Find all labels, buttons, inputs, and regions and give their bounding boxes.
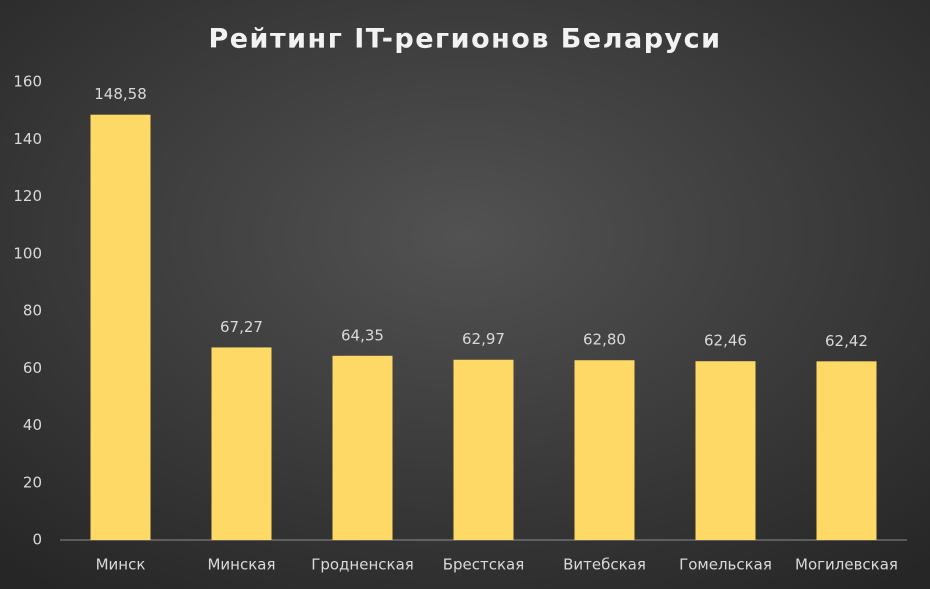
value-label: 64,35 bbox=[341, 326, 384, 344]
value-label: 67,27 bbox=[220, 318, 263, 336]
y-tick-label: 60 bbox=[23, 359, 42, 377]
value-label: 148,58 bbox=[94, 85, 147, 103]
bar bbox=[453, 359, 514, 540]
x-tick-label: Гродненская bbox=[311, 556, 414, 574]
y-tick-label: 80 bbox=[23, 302, 42, 320]
y-tick-label: 100 bbox=[13, 244, 42, 262]
x-tick-label: Минская bbox=[207, 556, 275, 574]
x-tick-label: Брестская bbox=[443, 556, 525, 574]
x-tick-label: Витебская bbox=[563, 556, 646, 574]
bar bbox=[816, 361, 877, 540]
bar bbox=[90, 114, 151, 540]
chart-title: Рейтинг IT-регионов Беларуси bbox=[208, 24, 721, 55]
value-label: 62,46 bbox=[704, 332, 747, 350]
y-tick-label: 40 bbox=[23, 416, 42, 434]
x-tick-label: Гомельская bbox=[679, 556, 772, 574]
y-tick-label: 140 bbox=[13, 130, 42, 148]
bar bbox=[695, 361, 756, 540]
x-tick-label: Минск bbox=[96, 556, 146, 574]
value-label: 62,97 bbox=[462, 330, 505, 348]
y-tick-label: 160 bbox=[13, 73, 42, 91]
value-label: 62,80 bbox=[583, 331, 626, 349]
bar bbox=[211, 347, 272, 540]
x-tick-label: Могилевская bbox=[795, 556, 898, 574]
y-tick-label: 120 bbox=[13, 187, 42, 205]
y-tick-label: 0 bbox=[32, 531, 42, 549]
value-label: 62,42 bbox=[825, 332, 868, 350]
bar bbox=[332, 355, 393, 540]
y-tick-label: 20 bbox=[23, 473, 42, 491]
bar bbox=[574, 360, 635, 540]
